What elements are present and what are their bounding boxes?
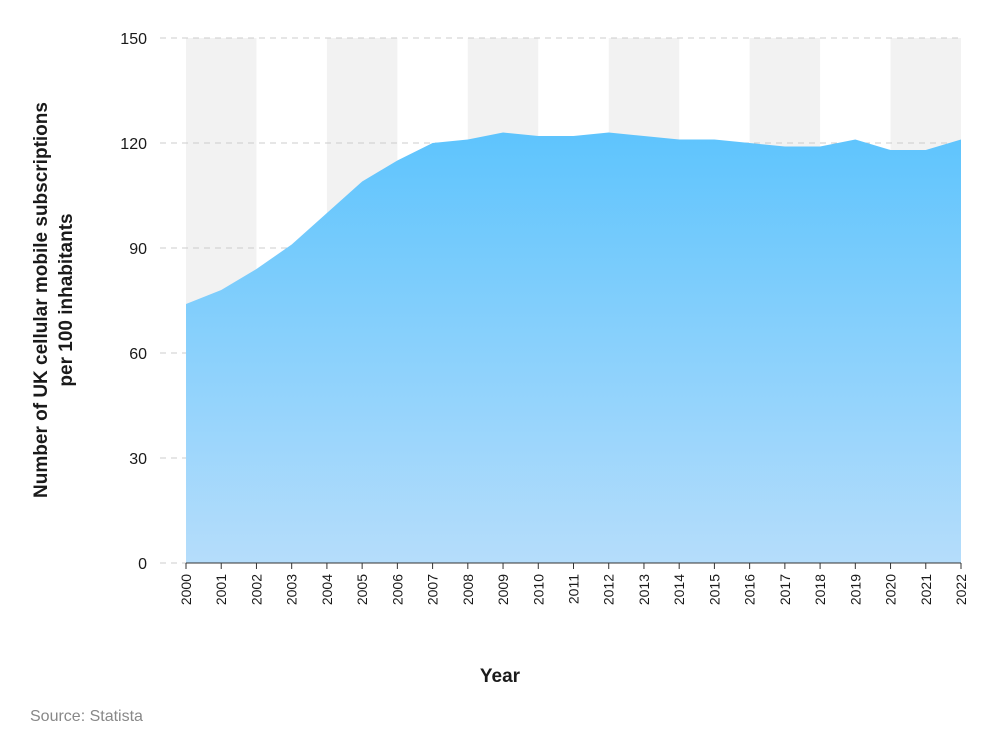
y-tick-label: 60 — [129, 346, 147, 363]
x-tick-label: 2015 — [706, 574, 722, 605]
x-tick-label: 2017 — [777, 574, 793, 605]
y-axis-label: per 100 inhabitants — [56, 213, 77, 386]
y-axis-label: Number of UK cellular mobile subscriptio… — [31, 102, 52, 498]
x-tick-label: 2020 — [883, 574, 899, 605]
x-tick-label: 2013 — [636, 574, 652, 605]
x-tick-label: 2022 — [953, 574, 969, 605]
x-tick-label: 2006 — [389, 574, 405, 605]
y-tick-label: 120 — [120, 136, 147, 153]
y-tick-label: 0 — [138, 556, 147, 573]
x-tick-label: 2000 — [178, 574, 194, 605]
x-tick-label: 2009 — [495, 574, 511, 605]
x-tick-label: 2003 — [284, 574, 300, 605]
x-axis-label: Year — [480, 666, 521, 687]
source: Source: Statista — [30, 708, 143, 725]
area — [186, 132, 961, 563]
x-tick-label: 2019 — [847, 574, 863, 605]
x-tick-label: 2014 — [671, 574, 687, 605]
x-tick-label: 2004 — [319, 574, 335, 605]
x-tick-label: 2002 — [248, 574, 264, 605]
x-tick-label: 2008 — [460, 574, 476, 605]
y-tick-label: 30 — [129, 451, 147, 468]
x-tick-label: 2016 — [742, 574, 758, 605]
x-tick-label: 2021 — [918, 574, 934, 605]
x-tick-label: 2005 — [354, 574, 370, 605]
y-tick-label: 150 — [120, 31, 147, 48]
y-tick-label: 90 — [129, 241, 147, 258]
x-tick-label: 2012 — [601, 574, 617, 605]
x-tick-label: 2007 — [425, 574, 441, 605]
x-tick-label: 2011 — [566, 574, 582, 604]
x-tick-label: 2001 — [213, 574, 229, 605]
x-tick-label: 2010 — [530, 574, 546, 605]
x-tick-label: 2018 — [812, 574, 828, 605]
